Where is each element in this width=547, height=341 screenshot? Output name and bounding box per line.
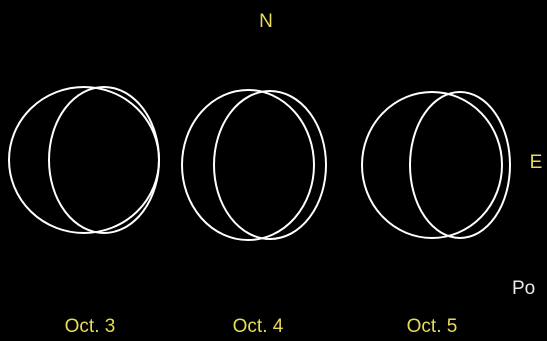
east-label: E [530, 152, 543, 173]
map-layer [102, 118, 114, 130]
map-layer [430, 106, 454, 118]
map-layer [240, 145, 284, 225]
date-label: Oct. 3 [65, 316, 116, 337]
map-layer [98, 155, 138, 225]
map-oct4 [195, 44, 331, 302]
cutoff-label: Po [512, 278, 535, 299]
north-label: N [259, 11, 273, 32]
map-layer [77, 86, 133, 138]
map-oct5 [362, 24, 520, 306]
map-layer [432, 145, 488, 235]
image: N E Po Oct. 3 Oct. 4 Oct. 5 [0, 0, 547, 341]
date-label: Oct. 4 [233, 316, 284, 337]
date-label: Oct. 5 [407, 316, 458, 337]
